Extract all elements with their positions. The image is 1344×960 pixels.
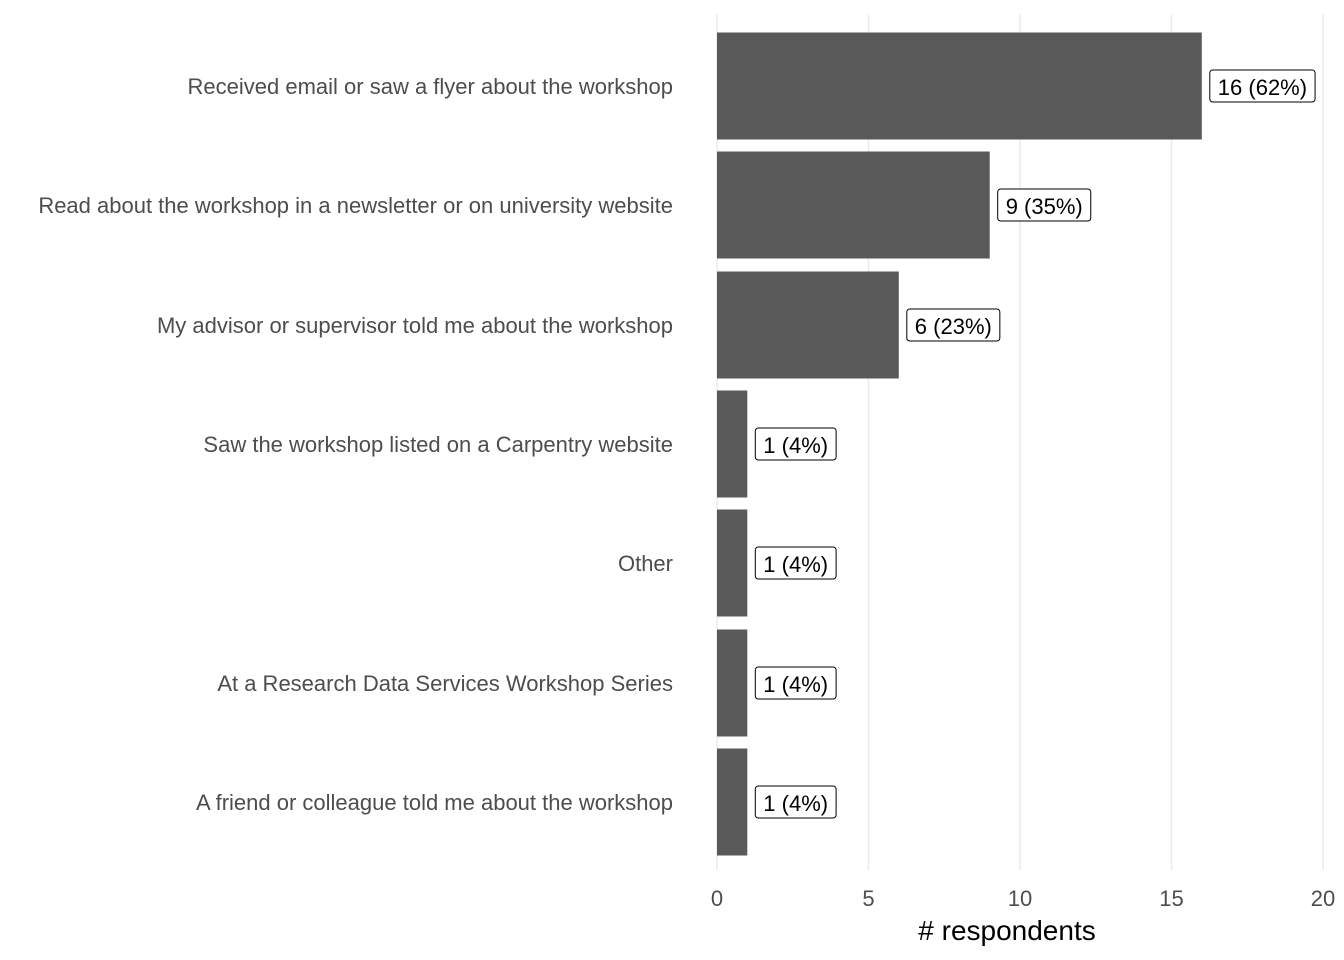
x-axis-title: # respondents — [918, 915, 1095, 946]
category-label: Other — [618, 551, 673, 576]
data-label: 6 (23%) — [906, 308, 1001, 342]
data-label-box — [1209, 69, 1316, 103]
category-label: Read about the workshop in a newsletter … — [38, 193, 673, 218]
x-axis-ticks: 0 5 10 15 20 — [711, 886, 1335, 911]
data-label-box — [906, 308, 1001, 342]
data-label-text: 9 (35%) — [1006, 194, 1083, 219]
bar — [717, 32, 1202, 140]
category-labels: Received email or saw a flyer about the … — [38, 74, 673, 815]
bar — [717, 509, 748, 617]
data-label-box — [754, 427, 837, 461]
data-label: 1 (4%) — [754, 427, 837, 461]
data-label-text: 1 (4%) — [763, 552, 828, 577]
data-label-text: 6 (23%) — [915, 314, 992, 339]
data-label-box — [997, 188, 1092, 222]
category-label: Saw the workshop listed on a Carpentry w… — [203, 432, 673, 457]
x-tick-label: 0 — [711, 886, 723, 911]
data-label: 9 (35%) — [997, 188, 1092, 222]
x-tick-label: 10 — [1008, 886, 1032, 911]
data-labels: 16 (62%) 9 (35%) 6 (23%) 1 (4%) 1 (4%) 1 (4%)… — [754, 69, 1316, 819]
data-label-text: 16 (62%) — [1218, 75, 1307, 100]
bar — [717, 390, 748, 498]
category-label: My advisor or supervisor told me about t… — [157, 313, 673, 338]
bar-layer — [717, 32, 1202, 856]
data-label: 1 (4%) — [754, 666, 837, 700]
category-label: Received email or saw a flyer about the … — [188, 74, 673, 99]
data-label: 1 (4%) — [754, 546, 837, 580]
category-label: A friend or colleague told me about the … — [196, 790, 673, 815]
data-label-box — [754, 785, 837, 819]
data-label: 1 (4%) — [754, 785, 837, 819]
data-label-text: 1 (4%) — [763, 672, 828, 697]
bar — [717, 271, 899, 379]
x-tick-label: 15 — [1159, 886, 1183, 911]
data-label-text: 1 (4%) — [763, 433, 828, 458]
x-tick-label: 5 — [862, 886, 874, 911]
data-label-box — [754, 546, 837, 580]
x-tick-label: 20 — [1311, 886, 1335, 911]
bar — [717, 748, 748, 856]
data-label-box — [754, 666, 837, 700]
bar — [717, 629, 748, 737]
category-label: At a Research Data Services Workshop Ser… — [217, 671, 673, 696]
bar — [717, 151, 990, 259]
data-label: 16 (62%) — [1209, 69, 1316, 103]
data-label-text: 1 (4%) — [763, 791, 828, 816]
